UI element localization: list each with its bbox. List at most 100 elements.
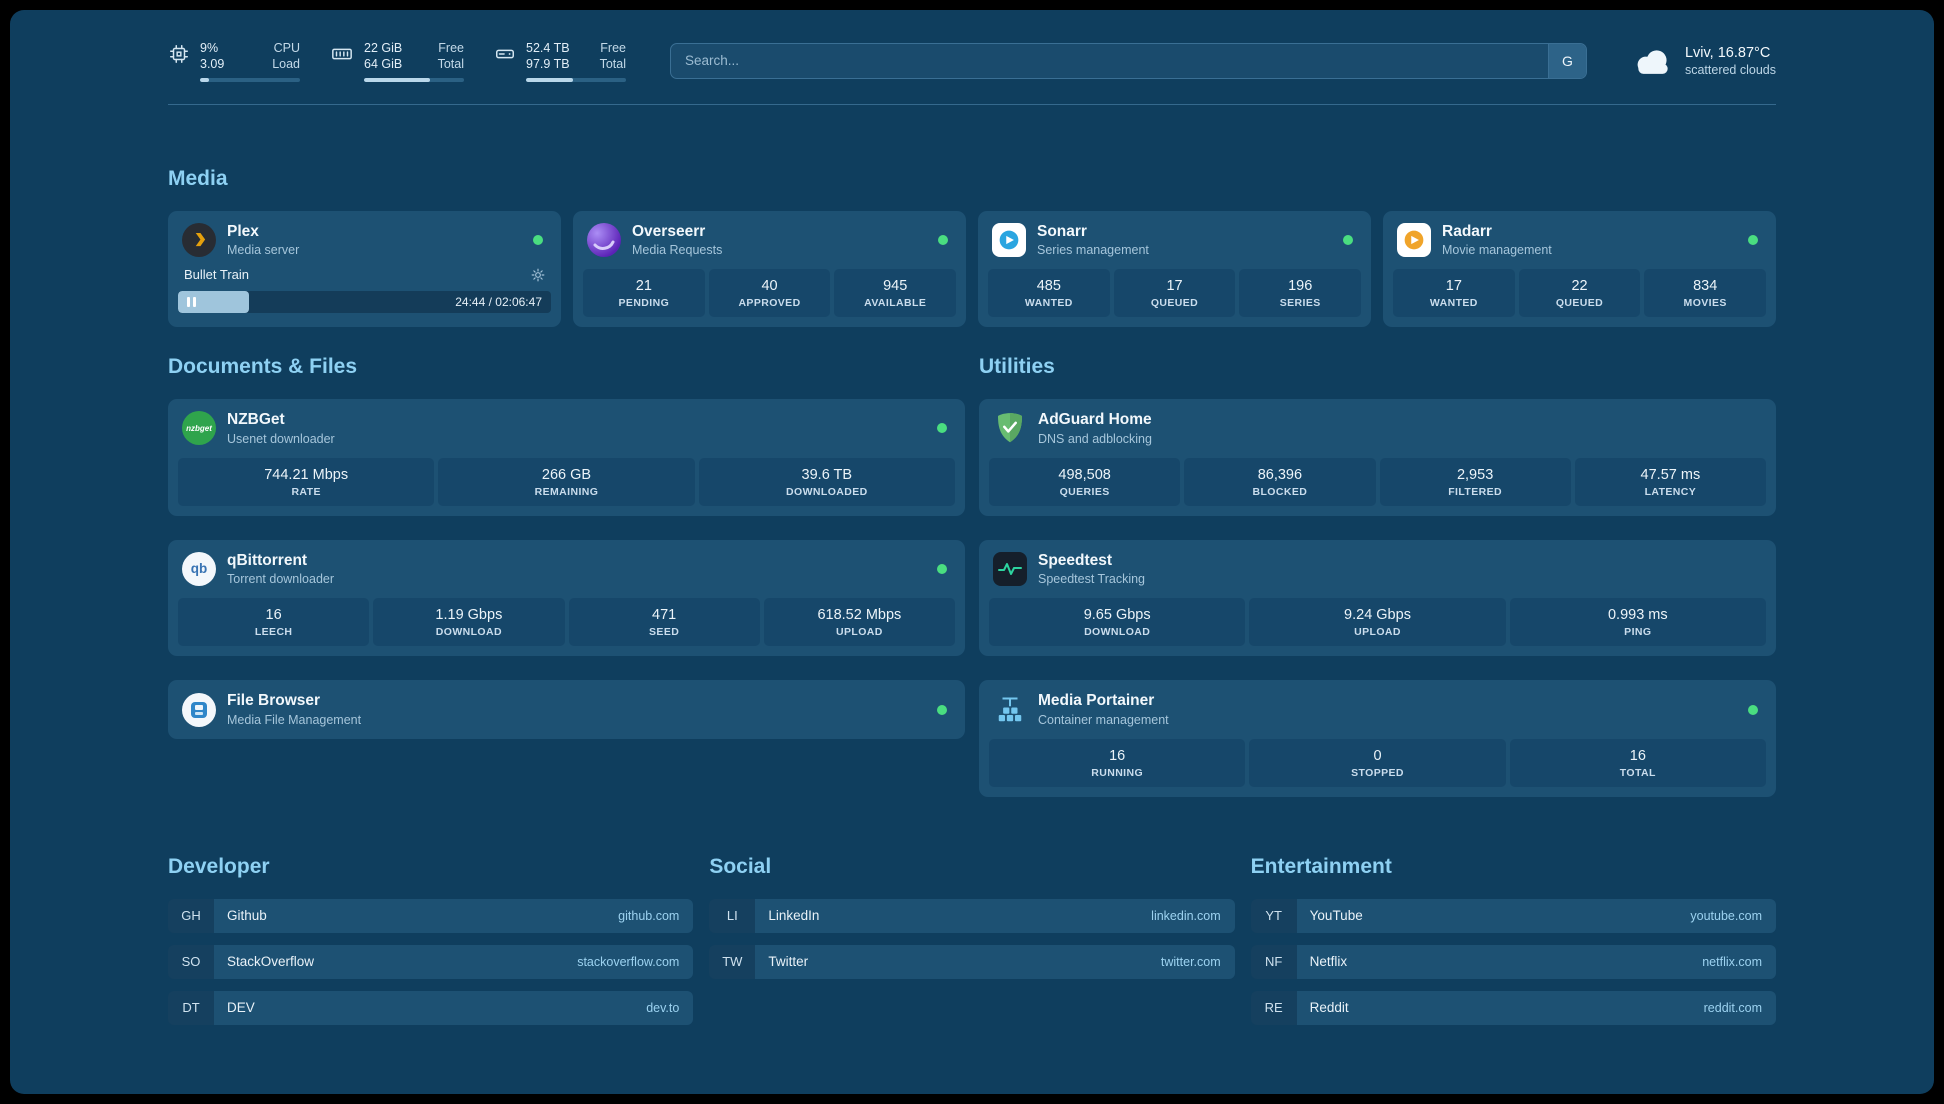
portainer-stat-stopped: 0 STOPPED — [1249, 738, 1506, 787]
speedtest-icon — [993, 551, 1027, 586]
adguard-stat-filtered: 2,953 FILTERED — [1379, 457, 1571, 506]
cpu-progressbar — [200, 77, 300, 82]
radarr-stat-wanted: 17 WANTED — [1393, 269, 1515, 318]
github-name: Github — [227, 908, 267, 924]
entertainment-section-heading: Entertainment — [1250, 854, 1392, 878]
nzbget-title: NZBGet — [227, 411, 285, 429]
speedtest-subtitle: Speedtest Tracking — [1038, 572, 1146, 587]
radarr-stat-movies: 834 MOVIES — [1644, 269, 1767, 318]
filebrowser-icon — [182, 692, 216, 727]
pause-icon[interactable] — [187, 297, 196, 308]
twitter-abbr: TW — [709, 944, 756, 979]
cpu-metric: 9% CPU 3.09 Load — [168, 40, 300, 82]
linkedin-name: LinkedIn — [768, 908, 820, 924]
qbittorrent-subtitle: Torrent downloader — [227, 572, 335, 587]
documents-section: Documents & Files nzbget NZBGet Usenet d… — [168, 355, 965, 797]
portainer-card[interactable]: Media Portainer Container management 16 R… — [979, 680, 1776, 797]
filebrowser-title: File Browser — [227, 692, 321, 710]
media-grid: Plex Media server Bullet Train — [168, 210, 1776, 328]
disk-total-value: 97.9 TB — [526, 57, 570, 72]
nzbget-subtitle: Usenet downloader — [227, 431, 335, 446]
adguard-subtitle: DNS and adblocking — [1038, 431, 1152, 446]
settings-gear-icon[interactable] — [531, 268, 545, 282]
adguard-card[interactable]: AdGuard Home DNS and adblocking 498,508 Q… — [979, 399, 1776, 516]
sonarr-title: Sonarr — [1037, 222, 1087, 240]
nzbget-stat-rate: 744.21 Mbps RATE — [178, 457, 435, 506]
dev-domain: dev.to — [646, 1000, 680, 1015]
radarr-icon — [1397, 222, 1431, 257]
adguard-title: AdGuard Home — [1038, 411, 1152, 429]
stackoverflow-domain: stackoverflow.com — [577, 954, 680, 969]
disk-icon — [494, 43, 516, 65]
nzbget-stat-remaining: 266 GB REMAINING — [438, 457, 695, 506]
plex-player-progressbar[interactable]: 24:44 / 02:06:47 — [178, 291, 551, 314]
top-bar: 9% CPU 3.09 Load 22 GiB Free — [168, 40, 1776, 82]
cpu-load-value: 3.09 — [200, 57, 225, 72]
plex-playback-time: 24:44 / 02:06:47 — [455, 295, 542, 310]
plex-status-dot — [533, 234, 543, 245]
qbittorrent-stat-download: 1.19 Gbps DOWNLOAD — [373, 598, 565, 647]
memory-metric: 22 GiB Free 64 GiB Total — [330, 40, 464, 82]
bookmark-sections: Developer GH Github github.com SO StackO… — [168, 855, 1776, 1037]
social-section-heading: Social — [709, 854, 772, 878]
social-section: Social LI LinkedIn linkedin.com TW Twitt… — [709, 854, 1235, 1037]
memory-progressbar — [364, 77, 464, 82]
plex-now-playing-title: Bullet Train — [184, 267, 250, 283]
speedtest-title: Speedtest — [1038, 551, 1113, 569]
qbittorrent-card[interactable]: qb qBittorrent Torrent downloader 16 LEEC… — [168, 539, 965, 657]
search-bar: G — [670, 42, 1587, 79]
nzbget-status-dot — [937, 423, 947, 434]
overseerr-stat-available: 945 AVAILABLE — [834, 269, 957, 318]
bookmark-netflix[interactable]: NF Netflix netflix.com — [1250, 944, 1776, 979]
youtube-name: YouTube — [1309, 908, 1363, 924]
bookmark-dev[interactable]: DT DEV dev.to — [168, 990, 694, 1025]
bookmark-twitter[interactable]: TW Twitter twitter.com — [709, 944, 1235, 979]
nzbget-card[interactable]: nzbget NZBGet Usenet downloader 744.21 M… — [168, 399, 965, 516]
adguard-stat-blocked: 86,396 BLOCKED — [1184, 457, 1376, 506]
cloud-icon — [1631, 46, 1675, 76]
filebrowser-subtitle: Media File Management — [227, 712, 362, 727]
nzbget-stat-downloaded: 39.6 TB DOWNLOADED — [698, 457, 955, 506]
netflix-abbr: NF — [1250, 944, 1297, 979]
reddit-abbr: RE — [1250, 990, 1297, 1025]
plex-subtitle: Media server — [227, 243, 300, 258]
speedtest-card[interactable]: Speedtest Speedtest Tracking 9.65 Gbps DO… — [979, 539, 1776, 657]
search-provider-button[interactable]: G — [1547, 43, 1586, 78]
bookmark-linkedin[interactable]: LI LinkedIn linkedin.com — [709, 898, 1235, 933]
bookmark-stackoverflow[interactable]: SO StackOverflow stackoverflow.com — [168, 944, 694, 979]
reddit-domain: reddit.com — [1703, 1000, 1762, 1015]
cpu-icon — [168, 43, 190, 65]
weather-widget[interactable]: Lviv, 16.87°C scattered clouds — [1631, 45, 1776, 77]
nzbget-icon: nzbget — [182, 411, 216, 446]
twitter-name: Twitter — [768, 954, 809, 970]
portainer-status-dot — [1748, 704, 1758, 715]
linkedin-domain: linkedin.com — [1151, 908, 1221, 923]
stackoverflow-abbr: SO — [168, 944, 214, 979]
portainer-subtitle: Container management — [1038, 712, 1169, 727]
netflix-domain: netflix.com — [1702, 954, 1762, 969]
search-input[interactable] — [671, 43, 1548, 78]
linkedin-abbr: LI — [709, 898, 756, 933]
weather-condition: scattered clouds — [1684, 62, 1776, 77]
bookmark-reddit[interactable]: RE Reddit reddit.com — [1250, 990, 1776, 1025]
plex-card[interactable]: Plex Media server Bullet Train — [168, 210, 561, 328]
overseerr-card[interactable]: Overseerr Media Requests 21 PENDING 40 APP… — [573, 210, 966, 328]
memory-total-label: Total — [437, 57, 464, 72]
bookmark-github[interactable]: GH Github github.com — [168, 898, 694, 933]
filebrowser-card[interactable]: File Browser Media File Management — [168, 680, 965, 739]
disk-free-value: 52.4 TB — [526, 41, 570, 55]
portainer-stat-running: 16 RUNNING — [989, 738, 1246, 787]
media-section: Media Plex Media server Bullet Train — [168, 167, 1776, 328]
disk-progressbar — [526, 77, 626, 82]
portainer-title: Media Portainer — [1038, 692, 1155, 710]
sonarr-stat-series: 196 SERIES — [1239, 269, 1362, 318]
bookmark-youtube[interactable]: YT YouTube youtube.com — [1250, 898, 1776, 933]
memory-free-label: Free — [438, 41, 464, 55]
github-abbr: GH — [168, 898, 214, 933]
media-section-heading: Media — [168, 166, 228, 190]
qbittorrent-stat-upload: 618.52 Mbps UPLOAD — [763, 598, 955, 647]
overseerr-icon — [587, 222, 621, 257]
sonarr-subtitle: Series management — [1037, 243, 1149, 258]
radarr-card[interactable]: Radarr Movie management 17 WANTED 22 QUEUE… — [1383, 210, 1776, 328]
sonarr-card[interactable]: Sonarr Series management 485 WANTED 17 QUE… — [978, 210, 1371, 328]
